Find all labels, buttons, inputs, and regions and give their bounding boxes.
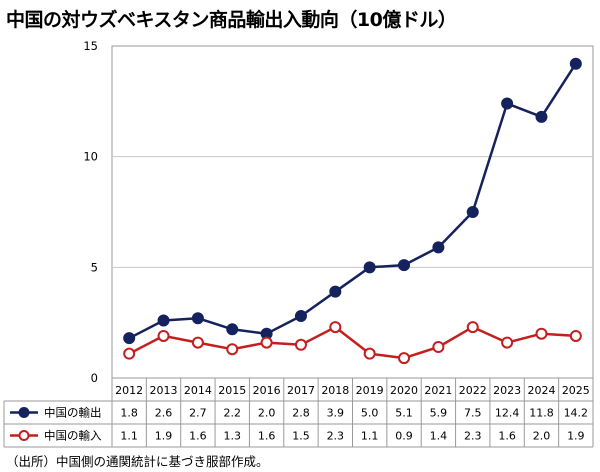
data-point [157,329,170,342]
chart-title: 中国の対ウズベキスタン商品輸出入動向（10億ドル） [6,9,457,31]
data-point [329,321,342,334]
data-label: 1.3 [224,430,242,443]
data-point [466,206,479,218]
x-tick-label: 2014 [184,384,212,397]
data-label: 2.8 [292,407,310,420]
data-point [226,323,239,336]
y-axis: 0 5 10 15 [83,39,98,385]
data-label: 2.0 [533,430,551,443]
y-tick-label: 10 [83,150,98,164]
data-point [123,332,136,345]
data-label: 11.8 [529,407,554,420]
x-tick-label: 2019 [356,384,384,397]
y-tick-label: 15 [83,39,98,53]
data-label: 2.0 [258,407,276,420]
series-lines [123,57,582,365]
data-point [569,57,582,70]
data-point [329,285,342,298]
data-point [123,347,136,360]
legend-marker [18,407,30,418]
data-label: 0.9 [395,430,413,443]
x-tick-label: 2020 [390,384,418,397]
data-point [191,312,204,325]
x-tick-label: 2024 [527,384,555,397]
legend-label: 中国の輸出 [44,406,102,420]
legend-marker [18,430,30,441]
data-label: 7.5 [464,407,482,420]
data-point [363,261,376,274]
x-tick-label: 2025 [562,384,590,397]
data-point [226,343,239,356]
data-label: 1.1 [361,430,379,443]
legend-label: 中国の輸入 [44,429,102,443]
data-point [191,336,204,349]
x-tick-label: 2016 [253,384,281,397]
data-point [363,347,376,360]
data-point [535,327,548,340]
source-note: （出所）中国側の通関統計に基づき服部作成。 [6,454,269,469]
data-label: 2.7 [189,407,207,420]
x-tick-label: 2017 [287,384,315,397]
data-label: 14.2 [564,407,589,420]
data-point [501,97,514,110]
x-tick-label: 2018 [321,384,349,397]
data-label: 1.6 [498,430,516,443]
x-tick-label: 2021 [424,384,452,397]
data-label: 5.0 [361,407,379,420]
data-label: 1.5 [292,430,310,443]
data-point [466,321,479,334]
series-line-1 [128,63,577,340]
data-point [432,241,445,254]
data-label: 12.4 [495,407,520,420]
x-tick-label: 2023 [493,384,521,397]
data-point [157,314,170,327]
data-point [294,310,307,323]
data-label: 2.3 [327,430,345,443]
data-label: 3.9 [327,407,345,420]
plot-area [111,45,594,379]
data-point [535,110,548,123]
data-label: 2.3 [464,430,482,443]
data-point [569,329,582,342]
x-tick-label: 2013 [150,384,178,397]
data-point [398,259,411,272]
data-label: 1.1 [120,430,138,443]
data-label: 2.6 [155,407,173,420]
data-label: 5.1 [395,407,413,420]
data-label: 1.6 [258,430,276,443]
data-label: 1.6 [189,430,207,443]
data-point [501,336,514,349]
x-tick-label: 2022 [459,384,487,397]
data-label: 1.9 [567,430,585,443]
y-tick-label: 0 [91,371,98,385]
data-label: 1.9 [155,430,173,443]
gridlines [111,45,594,379]
data-point [294,338,307,351]
x-tick-label: 2012 [115,384,143,397]
data-label: 5.9 [430,407,448,420]
y-tick-label: 5 [91,260,98,274]
x-tick-label: 2015 [218,384,246,397]
data-point [260,336,273,349]
data-point [432,341,445,354]
data-table: 2012 2013 2014 2015 2016 2017 2018 2019 2020 2021… [3,377,594,448]
data-label: 2.2 [224,407,242,420]
data-label: 1.8 [120,407,138,420]
data-label: 1.4 [430,430,448,443]
data-point [398,352,411,365]
